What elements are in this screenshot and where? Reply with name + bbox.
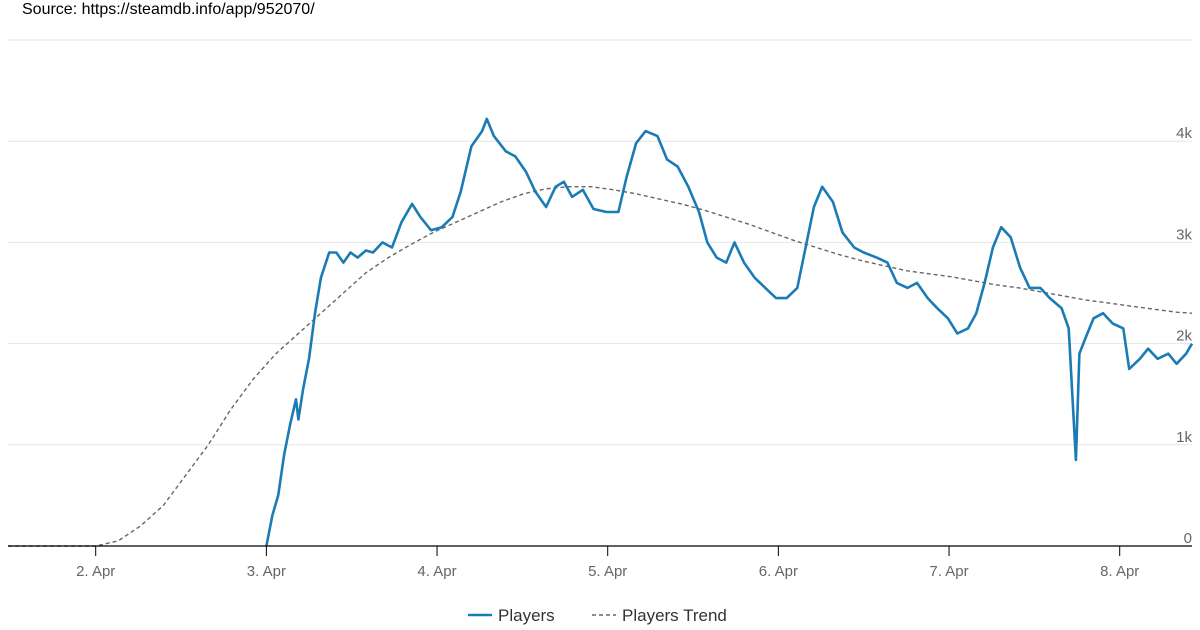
- source-text: Source: https://steamdb.info/app/952070/: [22, 1, 315, 18]
- x-tick-label: 3. Apr: [247, 563, 286, 580]
- legend-label: Players Trend: [622, 606, 727, 625]
- players-series: [265, 117, 1194, 547]
- y-tick-label: 1k: [1176, 429, 1192, 446]
- x-axis: 2. Apr 3. Apr 4. Apr 5. Apr 6. Apr 7. Apr 8. A…: [8, 545, 1192, 580]
- y-tick-label: 3k: [1176, 226, 1192, 243]
- players-line: [265, 117, 1194, 547]
- legend-item-players-trend[interactable]: Players Trend: [592, 606, 727, 625]
- x-tick-label: 7. Apr: [929, 563, 968, 580]
- legend-label: Players: [498, 606, 555, 625]
- x-tick-label: 2. Apr: [76, 563, 115, 580]
- x-tick-label: 4. Apr: [417, 563, 456, 580]
- y-tick-label: 4k: [1176, 125, 1192, 142]
- trend-series: [8, 186, 1193, 547]
- y-tick-label: 2k: [1176, 328, 1192, 345]
- y-tick-label: 0: [1184, 530, 1192, 547]
- x-tick-label: 5. Apr: [588, 563, 627, 580]
- legend-item-players[interactable]: Players: [468, 606, 555, 625]
- y-axis-labels: 0 1k 2k 3k 4k: [1176, 125, 1192, 547]
- legend[interactable]: Players Players Trend: [468, 606, 727, 625]
- x-tick-label: 8. Apr: [1100, 563, 1139, 580]
- players-trend-line: [8, 186, 1193, 547]
- grid-lines: [8, 39, 1192, 446]
- x-tick-label: 6. Apr: [759, 563, 798, 580]
